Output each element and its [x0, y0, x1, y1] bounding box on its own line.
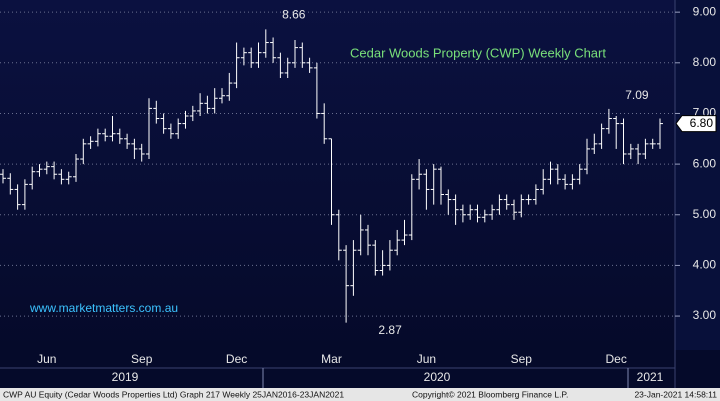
- x-tick-label: Mar: [321, 352, 342, 366]
- x-tick-label: Dec: [606, 352, 627, 366]
- x-tick-label: Sep: [511, 352, 533, 366]
- footer-bar: [0, 388, 720, 401]
- watermark: www.marketmatters.com.au: [29, 301, 178, 315]
- x-tick-label: Jun: [417, 352, 436, 366]
- y-tick-label: 4.00: [693, 258, 717, 272]
- footer-right: 23-Jan-2021 14:58:11: [634, 389, 717, 399]
- x-axis-panel: [0, 350, 720, 388]
- y-tick-label: 5.00: [693, 207, 717, 221]
- y-tick-label: 8.00: [693, 55, 717, 69]
- year-label: 2020: [424, 370, 451, 384]
- year-label: 2021: [637, 370, 664, 384]
- footer-left: CWP AU Equity (Cedar Woods Properties Lt…: [3, 389, 344, 399]
- x-tick-label: Sep: [131, 352, 153, 366]
- y-tick-label: 3.00: [693, 308, 717, 322]
- x-tick-label: Jun: [37, 352, 56, 366]
- point-label: 2.87: [378, 323, 402, 337]
- y-axis-panel: [675, 0, 720, 350]
- point-label: 8.66: [282, 8, 306, 22]
- chart-title: Cedar Woods Property (CWP) Weekly Chart: [350, 45, 606, 60]
- last-price-tag: [675, 115, 717, 133]
- footer-center: Copyright© 2021 Bloomberg Finance L.P.: [412, 389, 568, 399]
- last-price-label: 6.80: [690, 116, 714, 130]
- y-tick-label: 6.00: [693, 156, 717, 170]
- y-tick-label: 9.00: [693, 4, 717, 18]
- point-label: 7.09: [625, 88, 649, 102]
- plot-area: [0, 0, 675, 350]
- year-label: 2019: [112, 370, 139, 384]
- x-tick-label: Dec: [226, 352, 247, 366]
